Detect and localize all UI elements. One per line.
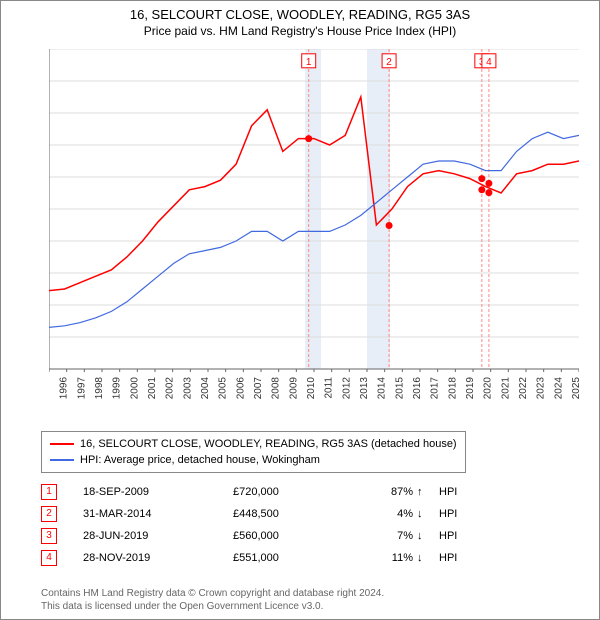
x-tick-label: 2006 [235, 377, 246, 399]
legend-item: HPI: Average price, detached house, Woki… [50, 452, 457, 468]
marker-number: 4 [486, 57, 492, 68]
x-tick-label: 2022 [518, 377, 529, 399]
event-marker: 1 [41, 484, 57, 500]
event-date: 31-MAR-2014 [83, 503, 233, 525]
legend-label: 16, SELCOURT CLOSE, WOODLEY, READING, RG… [80, 438, 457, 450]
marker-number: 2 [386, 57, 392, 68]
legend-item: 16, SELCOURT CLOSE, WOODLEY, READING, RG… [50, 436, 457, 452]
x-tick-label: 1995 [49, 377, 52, 399]
marker-dot [305, 135, 312, 142]
event-row: 3 28-JUN-2019£560,0007%↓HPI [41, 525, 467, 547]
event-date: 18-SEP-2009 [83, 481, 233, 503]
x-tick-label: 2000 [129, 377, 140, 399]
event-marker: 3 [41, 528, 57, 544]
x-tick-label: 2001 [147, 377, 158, 399]
footer: Contains HM Land Registry data © Crown c… [41, 587, 384, 613]
event-row: 4 28-NOV-2019£551,00011%↓HPI [41, 547, 467, 569]
title-line-1: 16, SELCOURT CLOSE, WOODLEY, READING, RG… [1, 1, 599, 22]
marker-dot [478, 186, 485, 193]
x-tick-label: 2002 [165, 377, 176, 399]
x-tick-label: 1997 [76, 377, 87, 399]
event-arrow: ↓ [417, 547, 439, 569]
event-diff: 11% [343, 547, 417, 569]
x-tick-label: 1996 [59, 377, 70, 399]
x-tick-label: 2012 [341, 377, 352, 399]
event-diff: 7% [343, 525, 417, 547]
x-tick-label: 2010 [306, 377, 317, 399]
x-tick-label: 2024 [553, 377, 564, 399]
event-hpi-label: HPI [439, 503, 467, 525]
x-tick-label: 2018 [447, 377, 458, 399]
x-tick-label: 2016 [412, 377, 423, 399]
x-tick-label: 2003 [182, 377, 193, 399]
event-price: £560,000 [233, 525, 343, 547]
x-tick-label: 2021 [500, 377, 511, 399]
x-tick-label: 1998 [94, 377, 105, 399]
legend-swatch [50, 459, 74, 461]
event-marker: 4 [41, 550, 57, 566]
event-price: £448,500 [233, 503, 343, 525]
x-tick-label: 2017 [430, 377, 441, 399]
event-price: £551,000 [233, 547, 343, 569]
marker-number: 1 [306, 57, 312, 68]
x-tick-label: 2015 [394, 377, 405, 399]
x-tick-label: 1999 [112, 377, 123, 399]
x-tick-label: 2011 [324, 377, 335, 399]
legend-label: HPI: Average price, detached house, Woki… [80, 454, 320, 466]
event-row: 2 31-MAR-2014£448,5004%↓HPI [41, 503, 467, 525]
marker-dot [478, 175, 485, 182]
legend: 16, SELCOURT CLOSE, WOODLEY, READING, RG… [41, 431, 466, 473]
x-tick-label: 2020 [483, 377, 494, 399]
footer-line-2: This data is licensed under the Open Gov… [41, 600, 384, 613]
price-chart: £0£100K£200K£300K£400K£500K£600K£700K£80… [49, 49, 579, 399]
event-arrow: ↑ [417, 481, 439, 503]
x-tick-label: 2025 [571, 377, 579, 399]
x-tick-label: 2019 [465, 377, 476, 399]
event-hpi-label: HPI [439, 481, 467, 503]
x-tick-label: 2008 [271, 377, 282, 399]
x-tick-label: 2009 [288, 377, 299, 399]
x-tick-label: 2007 [253, 377, 264, 399]
event-price: £720,000 [233, 481, 343, 503]
event-hpi-label: HPI [439, 525, 467, 547]
event-arrow: ↓ [417, 525, 439, 547]
event-diff: 87% [343, 481, 417, 503]
event-hpi-label: HPI [439, 547, 467, 569]
x-tick-label: 2004 [200, 377, 211, 399]
marker-dot [485, 180, 492, 187]
x-tick-label: 2023 [536, 377, 547, 399]
event-diff: 4% [343, 503, 417, 525]
event-row: 1 18-SEP-2009£720,00087%↑HPI [41, 481, 467, 503]
footer-line-1: Contains HM Land Registry data © Crown c… [41, 587, 384, 600]
chart-container: 16, SELCOURT CLOSE, WOODLEY, READING, RG… [0, 0, 600, 620]
legend-swatch [50, 443, 74, 445]
marker-dot [386, 222, 393, 229]
event-marker: 2 [41, 506, 57, 522]
x-tick-label: 2013 [359, 377, 370, 399]
title-line-2: Price paid vs. HM Land Registry's House … [1, 22, 599, 38]
x-tick-label: 2005 [218, 377, 229, 399]
event-date: 28-JUN-2019 [83, 525, 233, 547]
event-date: 28-NOV-2019 [83, 547, 233, 569]
marker-dot [485, 189, 492, 196]
event-arrow: ↓ [417, 503, 439, 525]
x-tick-label: 2014 [377, 377, 388, 399]
events-table: 118-SEP-2009£720,00087%↑HPI231-MAR-2014£… [41, 481, 467, 569]
